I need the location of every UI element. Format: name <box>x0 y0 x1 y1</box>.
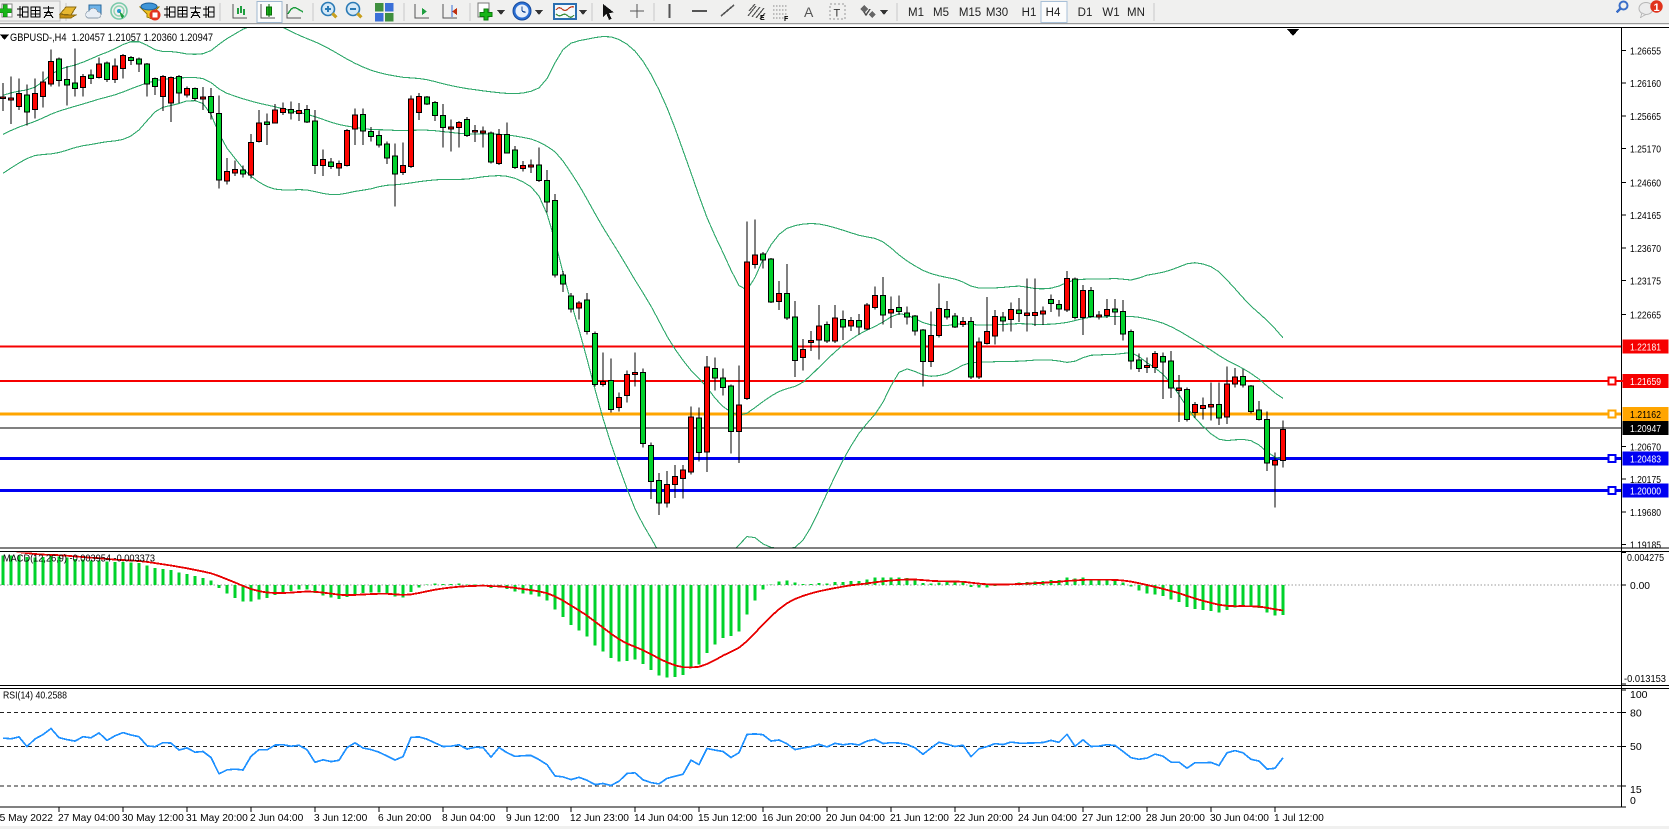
svg-text:1: 1 <box>1653 2 1659 14</box>
svg-text:20 Jun 04:00: 20 Jun 04:00 <box>826 813 885 824</box>
svg-text:-0.013153: -0.013153 <box>1624 673 1666 685</box>
svg-text:50: 50 <box>1630 741 1642 753</box>
svg-text:15: 15 <box>1630 784 1642 796</box>
svg-text:W1: W1 <box>1102 7 1119 19</box>
svg-text:1.19680: 1.19680 <box>1630 507 1661 519</box>
svg-text:3 Jun 12:00: 3 Jun 12:00 <box>314 813 368 824</box>
svg-text:1.25665: 1.25665 <box>1630 111 1661 123</box>
svg-text:14 Jun 04:00: 14 Jun 04:00 <box>634 813 693 824</box>
svg-text:1.23670: 1.23670 <box>1630 243 1661 255</box>
svg-text:27 May 04:00: 27 May 04:00 <box>58 813 120 824</box>
svg-text:M15: M15 <box>959 7 981 19</box>
svg-text:1.20483: 1.20483 <box>1630 454 1661 466</box>
svg-text:MACD(12,26,9) -0.003954 -0.003: MACD(12,26,9) -0.003954 -0.003373 <box>3 553 155 565</box>
svg-text:E: E <box>760 15 765 22</box>
svg-text:1.21659: 1.21659 <box>1630 376 1661 388</box>
svg-text:9 Jun 12:00: 9 Jun 12:00 <box>506 813 560 824</box>
svg-text:1.21162: 1.21162 <box>1630 409 1661 421</box>
svg-text:31 May 20:00: 31 May 20:00 <box>186 813 248 824</box>
svg-text:M5: M5 <box>933 7 949 19</box>
svg-text:30 Jun 04:00: 30 Jun 04:00 <box>1210 813 1269 824</box>
svg-text:15 Jun 12:00: 15 Jun 12:00 <box>698 813 757 824</box>
svg-text:22 Jun 20:00: 22 Jun 20:00 <box>954 813 1013 824</box>
svg-text:1.20670: 1.20670 <box>1630 441 1661 453</box>
svg-text:0.00: 0.00 <box>1630 580 1650 592</box>
svg-text:T: T <box>834 8 841 20</box>
svg-text:21 Jun 12:00: 21 Jun 12:00 <box>890 813 949 824</box>
svg-text:24 Jun 04:00: 24 Jun 04:00 <box>1018 813 1077 824</box>
svg-text:GBPUSD-,H4 1.20457 1.21057 1.: GBPUSD-,H4 1.20457 1.21057 1.20360 1.209… <box>10 32 213 44</box>
svg-text:30 May 12:00: 30 May 12:00 <box>122 813 184 824</box>
svg-text:H1: H1 <box>1022 7 1037 19</box>
svg-text:1.23175: 1.23175 <box>1630 276 1661 288</box>
svg-text:8 Jun 04:00: 8 Jun 04:00 <box>442 813 496 824</box>
svg-text:28 Jun 20:00: 28 Jun 20:00 <box>1146 813 1205 824</box>
svg-text:100: 100 <box>1630 689 1648 701</box>
svg-text:0.004275: 0.004275 <box>1627 552 1664 564</box>
svg-text:2 Jun 04:00: 2 Jun 04:00 <box>250 813 304 824</box>
svg-text:0: 0 <box>1630 795 1636 807</box>
svg-text:6 Jun 20:00: 6 Jun 20:00 <box>378 813 432 824</box>
svg-text:1 Jul 12:00: 1 Jul 12:00 <box>1274 813 1324 824</box>
svg-text:80: 80 <box>1630 708 1642 720</box>
svg-text:1.25170: 1.25170 <box>1630 144 1661 156</box>
svg-text:1.26160: 1.26160 <box>1630 78 1661 90</box>
svg-text:M1: M1 <box>908 7 924 19</box>
svg-text:1.20175: 1.20175 <box>1630 474 1661 486</box>
svg-text:12 Jun 23:00: 12 Jun 23:00 <box>570 813 629 824</box>
svg-text:F: F <box>784 16 789 23</box>
svg-text:1.24660: 1.24660 <box>1630 177 1661 189</box>
svg-text:H4: H4 <box>1046 7 1061 19</box>
svg-text:1.22665: 1.22665 <box>1630 309 1661 321</box>
svg-text:MN: MN <box>1127 7 1145 19</box>
svg-text:1.20947: 1.20947 <box>1630 423 1661 435</box>
svg-text:27 Jun 12:00: 27 Jun 12:00 <box>1082 813 1141 824</box>
svg-text:RSI(14) 40.2588: RSI(14) 40.2588 <box>3 690 67 702</box>
svg-text:25 May 2022: 25 May 2022 <box>0 813 53 824</box>
svg-text:1.19185: 1.19185 <box>1630 540 1661 552</box>
svg-text:D1: D1 <box>1078 7 1093 19</box>
svg-text:1.24165: 1.24165 <box>1630 210 1661 222</box>
svg-text:A: A <box>804 4 814 20</box>
svg-text:M30: M30 <box>986 7 1008 19</box>
svg-text:16 Jun 20:00: 16 Jun 20:00 <box>762 813 821 824</box>
svg-text:1.26655: 1.26655 <box>1630 45 1661 57</box>
svg-text:1.20000: 1.20000 <box>1630 486 1661 498</box>
svg-text:1.22181: 1.22181 <box>1630 341 1661 353</box>
